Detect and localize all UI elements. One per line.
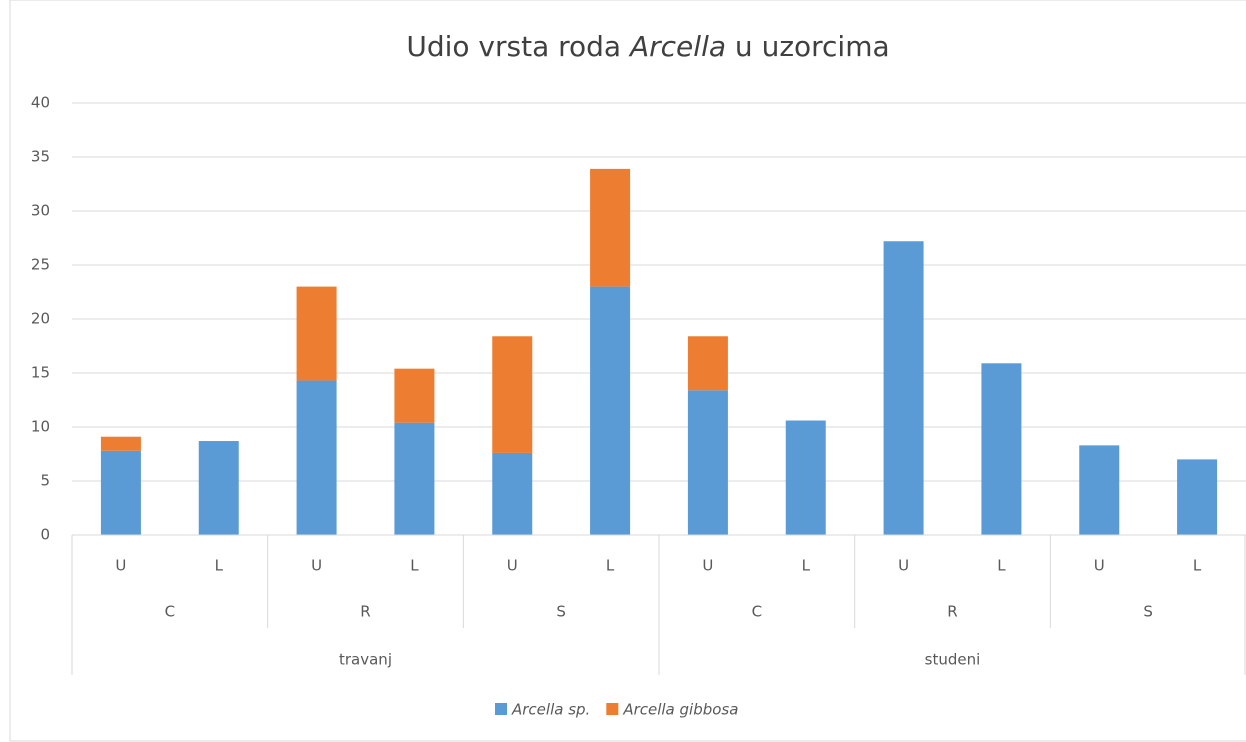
bar-segment — [1177, 459, 1218, 535]
x-tick-label: U — [1094, 557, 1105, 575]
y-tick-label: 40 — [31, 94, 50, 112]
bar-segment — [785, 420, 826, 535]
bar-segment — [883, 241, 924, 536]
x-group-label: C — [752, 603, 762, 621]
bar-segment — [394, 422, 435, 535]
chart-title: Udio vrsta roda Arcella u uzorcima — [406, 30, 889, 63]
y-tick-label: 10 — [31, 418, 50, 436]
legend-swatch — [606, 703, 619, 715]
y-tick-label: 0 — [40, 526, 50, 544]
x-group-label: S — [1143, 603, 1153, 621]
x-tick-label: L — [997, 557, 1006, 575]
legend-label: Arcella sp. — [511, 701, 590, 719]
x-group-label: S — [556, 603, 566, 621]
x-supergroup-label: travanj — [339, 651, 392, 669]
bar-segment — [687, 390, 728, 535]
x-tick-label: L — [410, 557, 419, 575]
x-tick-label: U — [702, 557, 713, 575]
x-tick-label: L — [1193, 557, 1202, 575]
legend-label: Arcella gibbosa — [622, 701, 738, 719]
x-tick-label: L — [802, 557, 811, 575]
x-tick-label: L — [606, 557, 615, 575]
x-group-label: C — [165, 603, 175, 621]
y-tick-label: 20 — [31, 310, 50, 328]
y-tick-label: 30 — [31, 202, 50, 220]
y-tick-label: 15 — [31, 364, 50, 382]
x-tick-label: U — [898, 557, 909, 575]
bar-segment — [296, 286, 337, 381]
x-tick-label: L — [215, 557, 224, 575]
bar-segment — [296, 380, 337, 535]
y-tick-label: 35 — [31, 148, 50, 166]
x-supergroup-label: studeni — [925, 651, 981, 669]
title-part: Udio vrsta roda — [406, 30, 621, 63]
bar-segment — [492, 336, 533, 453]
bar-segment — [198, 441, 239, 535]
bar-segment — [590, 286, 631, 535]
y-tick-label: 5 — [40, 472, 50, 490]
y-tick-label: 25 — [31, 256, 50, 274]
bar-segment — [100, 436, 141, 451]
bar-segment — [100, 450, 141, 535]
title-part: u uzorcima — [735, 30, 890, 63]
title-part: Arcella — [628, 30, 726, 63]
bar-segment — [1079, 445, 1120, 535]
bar-segment — [981, 363, 1022, 535]
x-group-label: R — [947, 603, 957, 621]
bar-segment — [590, 168, 631, 287]
x-tick-label: U — [507, 557, 518, 575]
x-tick-label: U — [311, 557, 322, 575]
chart-border — [9, 0, 1246, 742]
bar-segment — [394, 368, 435, 423]
x-tick-label: U — [115, 557, 126, 575]
bar-segment — [492, 452, 533, 535]
bar-segment — [687, 336, 728, 391]
x-group-label: R — [360, 603, 370, 621]
legend-swatch — [495, 703, 507, 715]
